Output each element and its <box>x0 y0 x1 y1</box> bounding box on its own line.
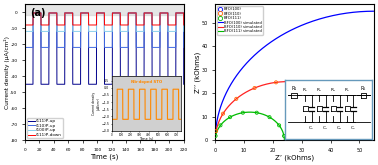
(110)Ρ-up <box>31 12 35 14</box>
Point <box>213 130 219 132</box>
(100)Ρ-up <box>31 12 35 14</box>
Point <box>276 124 282 127</box>
Y-axis label: Z’’ (kOhms): Z’’ (kOhms) <box>195 52 201 93</box>
(111)Ρ-up <box>23 83 28 85</box>
Point <box>335 98 341 100</box>
(111)Ρ-up <box>23 83 27 85</box>
(100)Ρ-up <box>32 12 37 14</box>
(111)Ρ-up <box>54 12 59 14</box>
Legend: (111)Ρ-up, (110)Ρ-up, (100)Ρ-up, (111)Ρ-down: (111)Ρ-up, (110)Ρ-up, (100)Ρ-up, (111)Ρ-… <box>27 118 63 138</box>
Line: (110)Ρ-up: (110)Ρ-up <box>25 13 184 47</box>
Point <box>233 98 239 100</box>
Point <box>296 81 302 84</box>
(110)Ρ-up <box>181 46 186 48</box>
Y-axis label: Current density (μA/cm²): Current density (μA/cm²) <box>4 36 10 109</box>
Legend: BFO(100), BFO(110), BFO(111), BFO(100) simulated, BFO(110) simulated, BFO(111) s: BFO(100), BFO(110), BFO(111), BFO(100) s… <box>217 6 263 34</box>
(111)Ρ-up <box>181 83 186 85</box>
Point <box>240 111 246 114</box>
(111)Ρ-up <box>32 12 37 14</box>
(100)Ρ-up <box>181 30 186 32</box>
(100)Ρ-up <box>29 30 34 32</box>
(111)Ρ-down <box>23 24 28 26</box>
Point <box>266 116 273 118</box>
Line: (100)Ρ-up: (100)Ρ-up <box>25 13 184 31</box>
(111)Ρ-up <box>29 83 34 85</box>
(110)Ρ-up <box>173 46 178 48</box>
(100)Ρ-up <box>101 12 105 14</box>
(110)Ρ-up <box>23 46 28 48</box>
Point <box>349 112 355 115</box>
(110)Ρ-up <box>54 12 59 14</box>
Point <box>254 111 260 114</box>
(100)Ρ-up <box>173 30 178 32</box>
Point <box>217 124 223 127</box>
Point <box>281 135 287 137</box>
Text: (b): (b) <box>220 8 236 18</box>
(100)Ρ-up <box>54 12 59 14</box>
(100)Ρ-up <box>23 30 27 32</box>
Bar <box>25 4 184 15</box>
Line: (111)Ρ-up: (111)Ρ-up <box>25 13 184 84</box>
Point <box>317 87 323 89</box>
(110)Ρ-up <box>29 46 34 48</box>
(111)Ρ-up <box>31 12 35 14</box>
(111)Ρ-down <box>32 12 37 14</box>
(100)Ρ-up <box>23 30 28 32</box>
(111)Ρ-up <box>173 83 178 85</box>
(111)Ρ-up <box>101 12 105 14</box>
Text: (a): (a) <box>30 8 45 18</box>
(111)Ρ-down <box>31 12 35 14</box>
(111)Ρ-down <box>29 24 34 26</box>
Point <box>273 81 279 84</box>
Point <box>251 87 257 89</box>
(111)Ρ-down <box>173 24 178 26</box>
(111)Ρ-down <box>101 12 105 14</box>
Line: (111)Ρ-down: (111)Ρ-down <box>25 13 184 25</box>
X-axis label: Z’ (kOhms): Z’ (kOhms) <box>275 154 314 161</box>
Point <box>220 112 226 115</box>
Point <box>227 116 233 118</box>
Point <box>212 135 218 137</box>
(110)Ρ-up <box>32 12 37 14</box>
(111)Ρ-down <box>181 24 186 26</box>
(110)Ρ-up <box>23 46 27 48</box>
(110)Ρ-up <box>101 12 105 14</box>
X-axis label: Time (s): Time (s) <box>90 153 119 160</box>
(111)Ρ-down <box>54 12 59 14</box>
(111)Ρ-down <box>23 24 27 26</box>
